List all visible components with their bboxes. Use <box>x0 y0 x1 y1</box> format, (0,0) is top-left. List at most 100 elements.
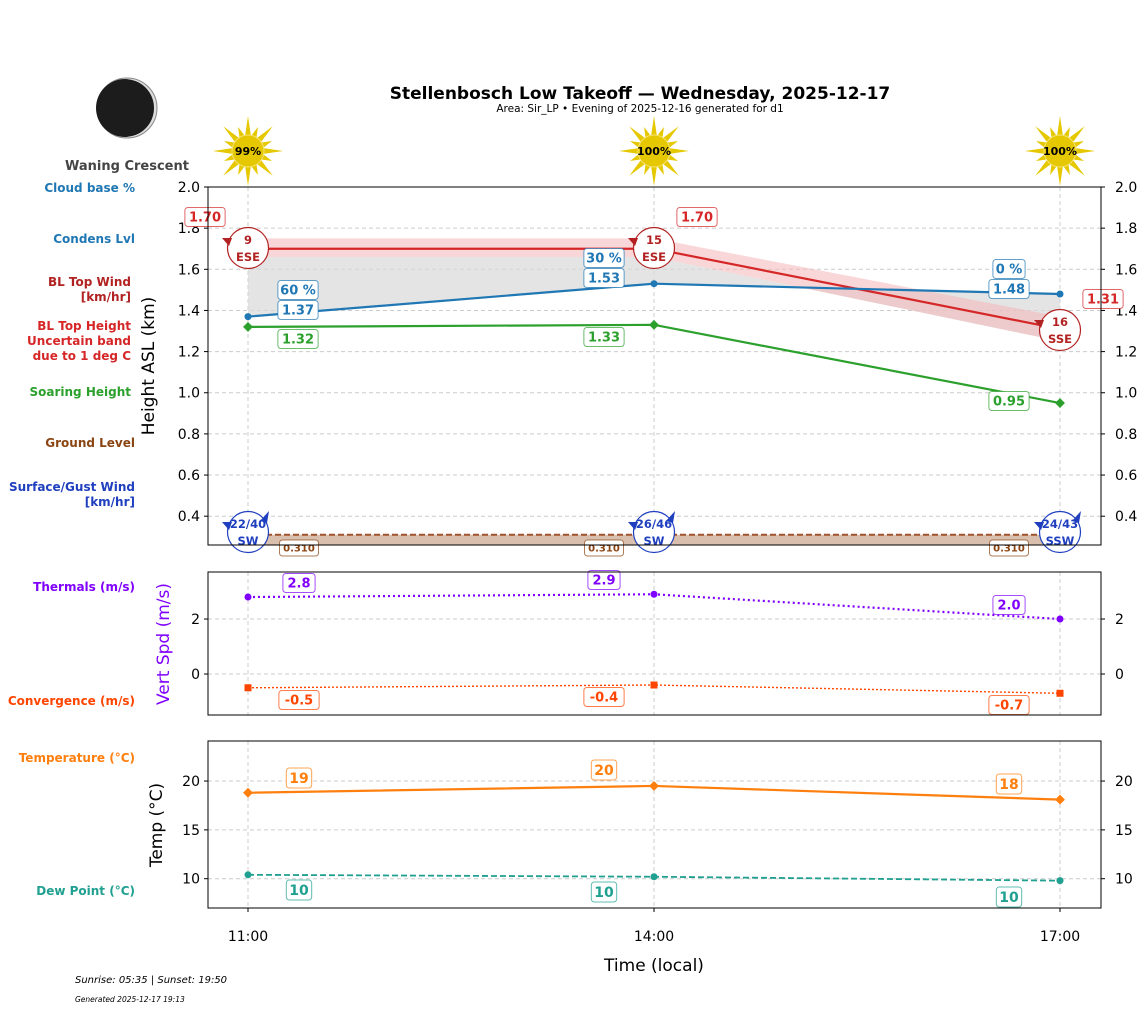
surface-wind-marker-speed: 26/46 <box>636 517 672 531</box>
y-tick-label-left: 0.8 <box>178 427 200 443</box>
x-tick-label: 17:00 <box>1040 929 1080 945</box>
y-tick-label-left: 1.6 <box>178 262 200 278</box>
condens-point <box>1056 290 1064 298</box>
convergence-label: -0.4 <box>583 687 625 707</box>
sun-ray <box>1035 159 1052 176</box>
cloud-pct-label: 0 % <box>992 259 1026 279</box>
wind-arrow-icon <box>1034 522 1044 530</box>
convergence-label-text: -0.7 <box>995 699 1023 714</box>
dew-point-label: 10 <box>285 879 313 901</box>
surface-wind-marker-circle <box>226 510 270 554</box>
temperature-label-text: 19 <box>289 771 308 787</box>
y-tick-label-left: 0 <box>191 667 200 683</box>
temperature-label: 20 <box>590 759 618 781</box>
ground-label-text: 0.310 <box>283 544 315 555</box>
y-tick-label-right: 1.6 <box>1115 262 1137 278</box>
ground-label-box <box>279 539 319 557</box>
wind-arrow-icon <box>222 238 232 246</box>
sun-ray <box>213 148 234 154</box>
temperature-label-box <box>285 767 313 789</box>
soaring-point <box>1055 398 1065 408</box>
ground-label: 0.310 <box>279 539 319 557</box>
cloud-pct-label-text: 0 % <box>996 263 1023 278</box>
sun-ray <box>651 116 657 137</box>
y-tick-label-left: 2 <box>191 612 200 628</box>
y-tick-label-right: 0.4 <box>1115 509 1137 525</box>
soaring-label-box <box>988 391 1030 411</box>
cloud-pct-label-box <box>583 248 625 268</box>
convergence-point <box>244 684 252 692</box>
sun-disc <box>637 134 671 168</box>
condens-label-text: 1.53 <box>588 272 620 287</box>
condens-point <box>650 280 658 288</box>
label-bl-wind: BL Top Wind [km/hr] <box>47 275 131 304</box>
y-tick-label-left: 1.4 <box>178 303 200 319</box>
bl-wind-marker-circle <box>226 226 270 270</box>
time-axis-label: Time (local) <box>603 956 704 976</box>
ground-label: 0.310 <box>989 539 1029 557</box>
y-tick-label-left: 15 <box>182 823 200 839</box>
gust-arrow-icon <box>260 511 269 523</box>
bl-wind-marker-speed: 9 <box>244 233 252 247</box>
cloud-pct-label-text: 60 % <box>280 284 316 299</box>
sun-ray <box>223 126 240 143</box>
bl-wind-marker-direction: ESE <box>236 250 260 264</box>
y-tick-label-right: 1.0 <box>1115 386 1137 402</box>
sun-ray <box>1025 148 1046 154</box>
thermals-label: 2.0 <box>992 595 1026 615</box>
soaring-label: 0.95 <box>988 391 1030 411</box>
surface-wind-marker-circle <box>1038 510 1082 554</box>
ground-label-box <box>584 539 624 557</box>
temp-axis-label: Temp (°C) <box>147 783 167 868</box>
bl-wind-marker-circle <box>1038 308 1082 352</box>
bl-top-label: 1.70 <box>676 207 718 227</box>
wind-arrow-icon <box>628 238 638 246</box>
soaring-label-box <box>277 329 319 349</box>
label-convergence: Convergence (m/s) <box>7 694 135 708</box>
thermals-point <box>244 593 252 601</box>
temperature-label: 19 <box>285 767 313 789</box>
condens-point <box>244 313 252 321</box>
label-soaring: Soaring Height <box>29 385 132 399</box>
sun-ray <box>1074 148 1095 154</box>
sun-percent: 100% <box>637 145 671 158</box>
temperature-label-box <box>590 759 618 781</box>
bl-wind-marker-direction: ESE <box>642 250 666 264</box>
condens-label-box <box>988 279 1030 299</box>
temperature-label: 18 <box>995 773 1023 795</box>
cloud-pct-label-box <box>992 259 1026 279</box>
dew-point-point <box>244 871 252 879</box>
sun-ray <box>629 159 646 176</box>
bl-wind-marker-circle <box>632 226 676 270</box>
y-tick-label-left: 1.2 <box>178 345 200 361</box>
temperature-point <box>243 787 253 798</box>
wind-arrow-icon <box>1034 320 1044 328</box>
y-tick-label-left: 1.0 <box>178 386 200 402</box>
x-tick-label: 11:00 <box>228 929 268 945</box>
label-bl-top: BL Top Height Uncertain band due to 1 de… <box>27 319 131 363</box>
convergence-label-text: -0.5 <box>285 694 313 709</box>
bl-top-label: 1.31 <box>1082 289 1124 309</box>
condens-label: 1.48 <box>988 279 1030 299</box>
axes-frame <box>207 571 1102 716</box>
soaring-label-text: 1.33 <box>588 331 620 346</box>
soaring-point <box>649 319 659 330</box>
chart-title: Stellenbosch Low Takeoff — Wednesday, 20… <box>390 84 891 104</box>
bl-wind-marker: 9 ESE <box>222 226 270 270</box>
wind-arrow-icon <box>222 522 232 530</box>
sun-ray <box>245 116 251 137</box>
bl-wind-marker-direction: SSE <box>1048 332 1072 346</box>
sun-ray <box>256 126 273 143</box>
ground-label: 0.310 <box>584 539 624 557</box>
bl-wind-marker-speed: 16 <box>1052 315 1068 329</box>
sun-ray <box>245 165 251 186</box>
sun-percent: 100% <box>1043 145 1077 158</box>
convergence-label: -0.7 <box>988 695 1030 715</box>
label-ground: Ground Level <box>45 436 135 450</box>
ground-label-text: 0.310 <box>993 544 1025 555</box>
gust-arrow-icon <box>1072 511 1081 523</box>
sun-ray <box>262 148 283 154</box>
dew-point-point <box>650 873 658 881</box>
sun-ray <box>1068 126 1085 143</box>
